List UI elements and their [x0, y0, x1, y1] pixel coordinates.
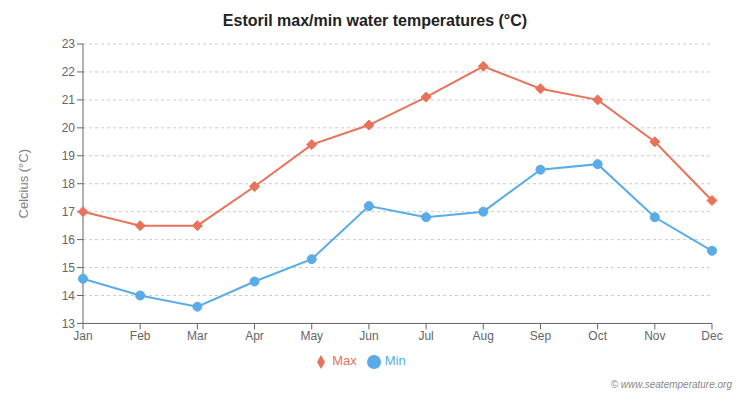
- svg-text:14: 14: [62, 289, 76, 303]
- svg-text:May: May: [300, 329, 323, 343]
- svg-text:Jan: Jan: [73, 329, 92, 343]
- svg-text:16: 16: [62, 233, 76, 247]
- svg-text:Aug: Aug: [473, 329, 494, 343]
- svg-text:Nov: Nov: [644, 329, 665, 343]
- svg-text:Jul: Jul: [418, 329, 433, 343]
- svg-text:Apr: Apr: [245, 329, 264, 343]
- svg-text:20: 20: [62, 121, 76, 135]
- svg-text:Sep: Sep: [530, 329, 552, 343]
- svg-text:23: 23: [62, 37, 76, 51]
- svg-text:21: 21: [62, 93, 76, 107]
- html-text:Max: Max: [332, 353, 357, 369]
- svg-text:22: 22: [62, 65, 76, 79]
- svg-text:18: 18: [62, 177, 76, 191]
- svg-text:Celcius (°C): Celcius (°C): [16, 149, 31, 218]
- svg-text:13: 13: [62, 317, 76, 331]
- svg-text:19: 19: [62, 149, 76, 163]
- html-text:Estoril max/min water temperat: Estoril max/min water temperatures (°C): [222, 12, 528, 29]
- html-text:Min: Min: [384, 353, 406, 369]
- svg-text:Feb: Feb: [130, 329, 151, 343]
- svg-text:17: 17: [62, 205, 76, 219]
- svg-text:15: 15: [62, 261, 76, 275]
- svg-text:Dec: Dec: [701, 329, 722, 343]
- svg-text:Jun: Jun: [359, 329, 378, 343]
- svg-text:Mar: Mar: [187, 329, 208, 343]
- html-text:© www.seatemperature.org: © www.seatemperature.org: [610, 379, 732, 390]
- svg-text:Oct: Oct: [588, 329, 607, 343]
